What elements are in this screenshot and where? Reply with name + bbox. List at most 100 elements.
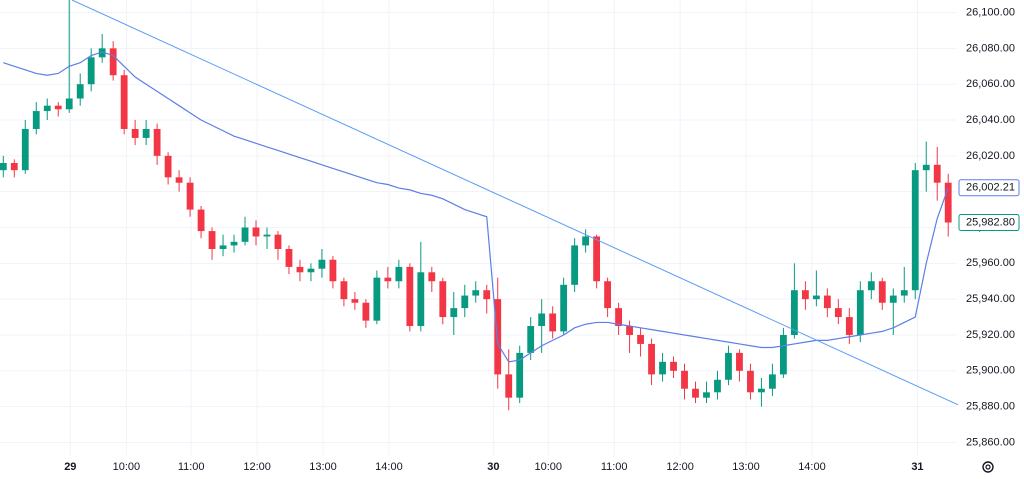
candle-body [241, 227, 249, 242]
candle-body [109, 48, 117, 76]
candle-body [186, 182, 194, 210]
candle-body [296, 266, 304, 273]
candle-body [582, 236, 590, 246]
candle-body [98, 48, 106, 58]
candle-body [714, 379, 721, 393]
price-label: 25,982.80 [966, 216, 1015, 228]
y-tick-label: 25,880.00 [966, 401, 1015, 413]
candle-body [769, 374, 776, 389]
candle-body [900, 290, 908, 296]
candle-body [725, 352, 732, 380]
candle-body [142, 128, 150, 138]
x-tick-label: 12:00 [243, 461, 271, 473]
candle-body [505, 374, 513, 398]
x-tick-label: 12:00 [666, 461, 694, 473]
candle-body [878, 281, 886, 303]
grid [0, 0, 957, 455]
y-tick-label: 25,920.00 [966, 329, 1015, 341]
candle-body [812, 295, 820, 300]
candle-body [922, 164, 930, 171]
candle-body [230, 241, 238, 246]
x-tick-label: 14:00 [375, 461, 403, 473]
candle-body [648, 343, 655, 375]
candle-body [87, 57, 95, 85]
x-tick-label: 11:00 [601, 461, 628, 473]
candle-body [340, 281, 348, 300]
x-tick-label: 11:00 [178, 461, 205, 473]
candle-body [219, 245, 227, 249]
candle-body [274, 234, 282, 249]
candle-body [164, 155, 172, 178]
x-tick-label: 29 [64, 461, 76, 473]
candle-body [637, 334, 644, 344]
candle-body [373, 277, 381, 321]
candle-body [856, 290, 864, 335]
candle-body [461, 295, 469, 309]
price-label-box [958, 213, 1020, 231]
candle-body [318, 259, 326, 269]
candle-body [593, 236, 601, 282]
candle-body [571, 245, 579, 285]
candle-body [494, 299, 502, 375]
price-label: 26,002.21 [966, 182, 1015, 194]
x-tick-label: 10:00 [535, 461, 563, 473]
y-tick-label: 25,940.00 [966, 293, 1015, 305]
candle-body [285, 248, 293, 267]
candle-body [208, 231, 216, 249]
candle-body [0, 163, 7, 171]
candle-body [527, 326, 535, 353]
candle-body [615, 308, 622, 327]
x-tick-label: 13:00 [732, 461, 760, 473]
candle-body [417, 272, 425, 327]
y-tick-label: 26,040.00 [966, 114, 1015, 126]
y-tick-label: 26,100.00 [966, 6, 1015, 18]
candle-body [175, 177, 183, 183]
candle-body [54, 105, 62, 110]
candle-body [538, 313, 546, 327]
candle-body [790, 290, 798, 335]
x-tick-label: 13:00 [309, 461, 337, 473]
candle-body [384, 277, 392, 282]
candle-body [944, 182, 952, 223]
average-line [3, 51, 949, 363]
candle-body [428, 272, 436, 282]
candle-body [736, 352, 743, 371]
candle-body [43, 105, 51, 112]
gear-center [985, 464, 991, 470]
candle-body [549, 313, 557, 332]
candle-body [692, 388, 699, 398]
candle-body [483, 290, 491, 300]
x-tick-label: 31 [911, 461, 923, 473]
candle-body [703, 392, 710, 398]
y-tick-label: 26,020.00 [966, 150, 1015, 162]
candle-body [626, 326, 633, 335]
candle-body [867, 281, 875, 291]
candle-body [911, 170, 919, 291]
x-tick-label: 10:00 [113, 461, 141, 473]
x-tick-label: 14:00 [798, 461, 826, 473]
candle-body [10, 163, 18, 171]
price-label-box [958, 179, 1020, 197]
candle-body [351, 299, 359, 303]
y-tick-label: 25,860.00 [966, 436, 1015, 448]
y-tick-label: 25,960.00 [966, 257, 1015, 269]
trend-line [71, 0, 959, 406]
candle-body [131, 128, 139, 138]
candle-body [779, 334, 787, 375]
candle-body [32, 111, 40, 129]
candle-body [670, 361, 677, 371]
settings-icon[interactable] [982, 461, 994, 473]
candle-body [76, 84, 84, 99]
candle-body [681, 370, 688, 389]
y-tick-label: 26,080.00 [966, 42, 1015, 54]
y-tick-label: 26,060.00 [966, 78, 1015, 90]
candle-body [439, 281, 447, 318]
candle-body [153, 128, 161, 156]
candle-body [263, 234, 271, 237]
candle-body [450, 308, 458, 318]
candle-body [604, 281, 612, 309]
candle-body [197, 209, 205, 232]
candle-body [889, 295, 897, 303]
